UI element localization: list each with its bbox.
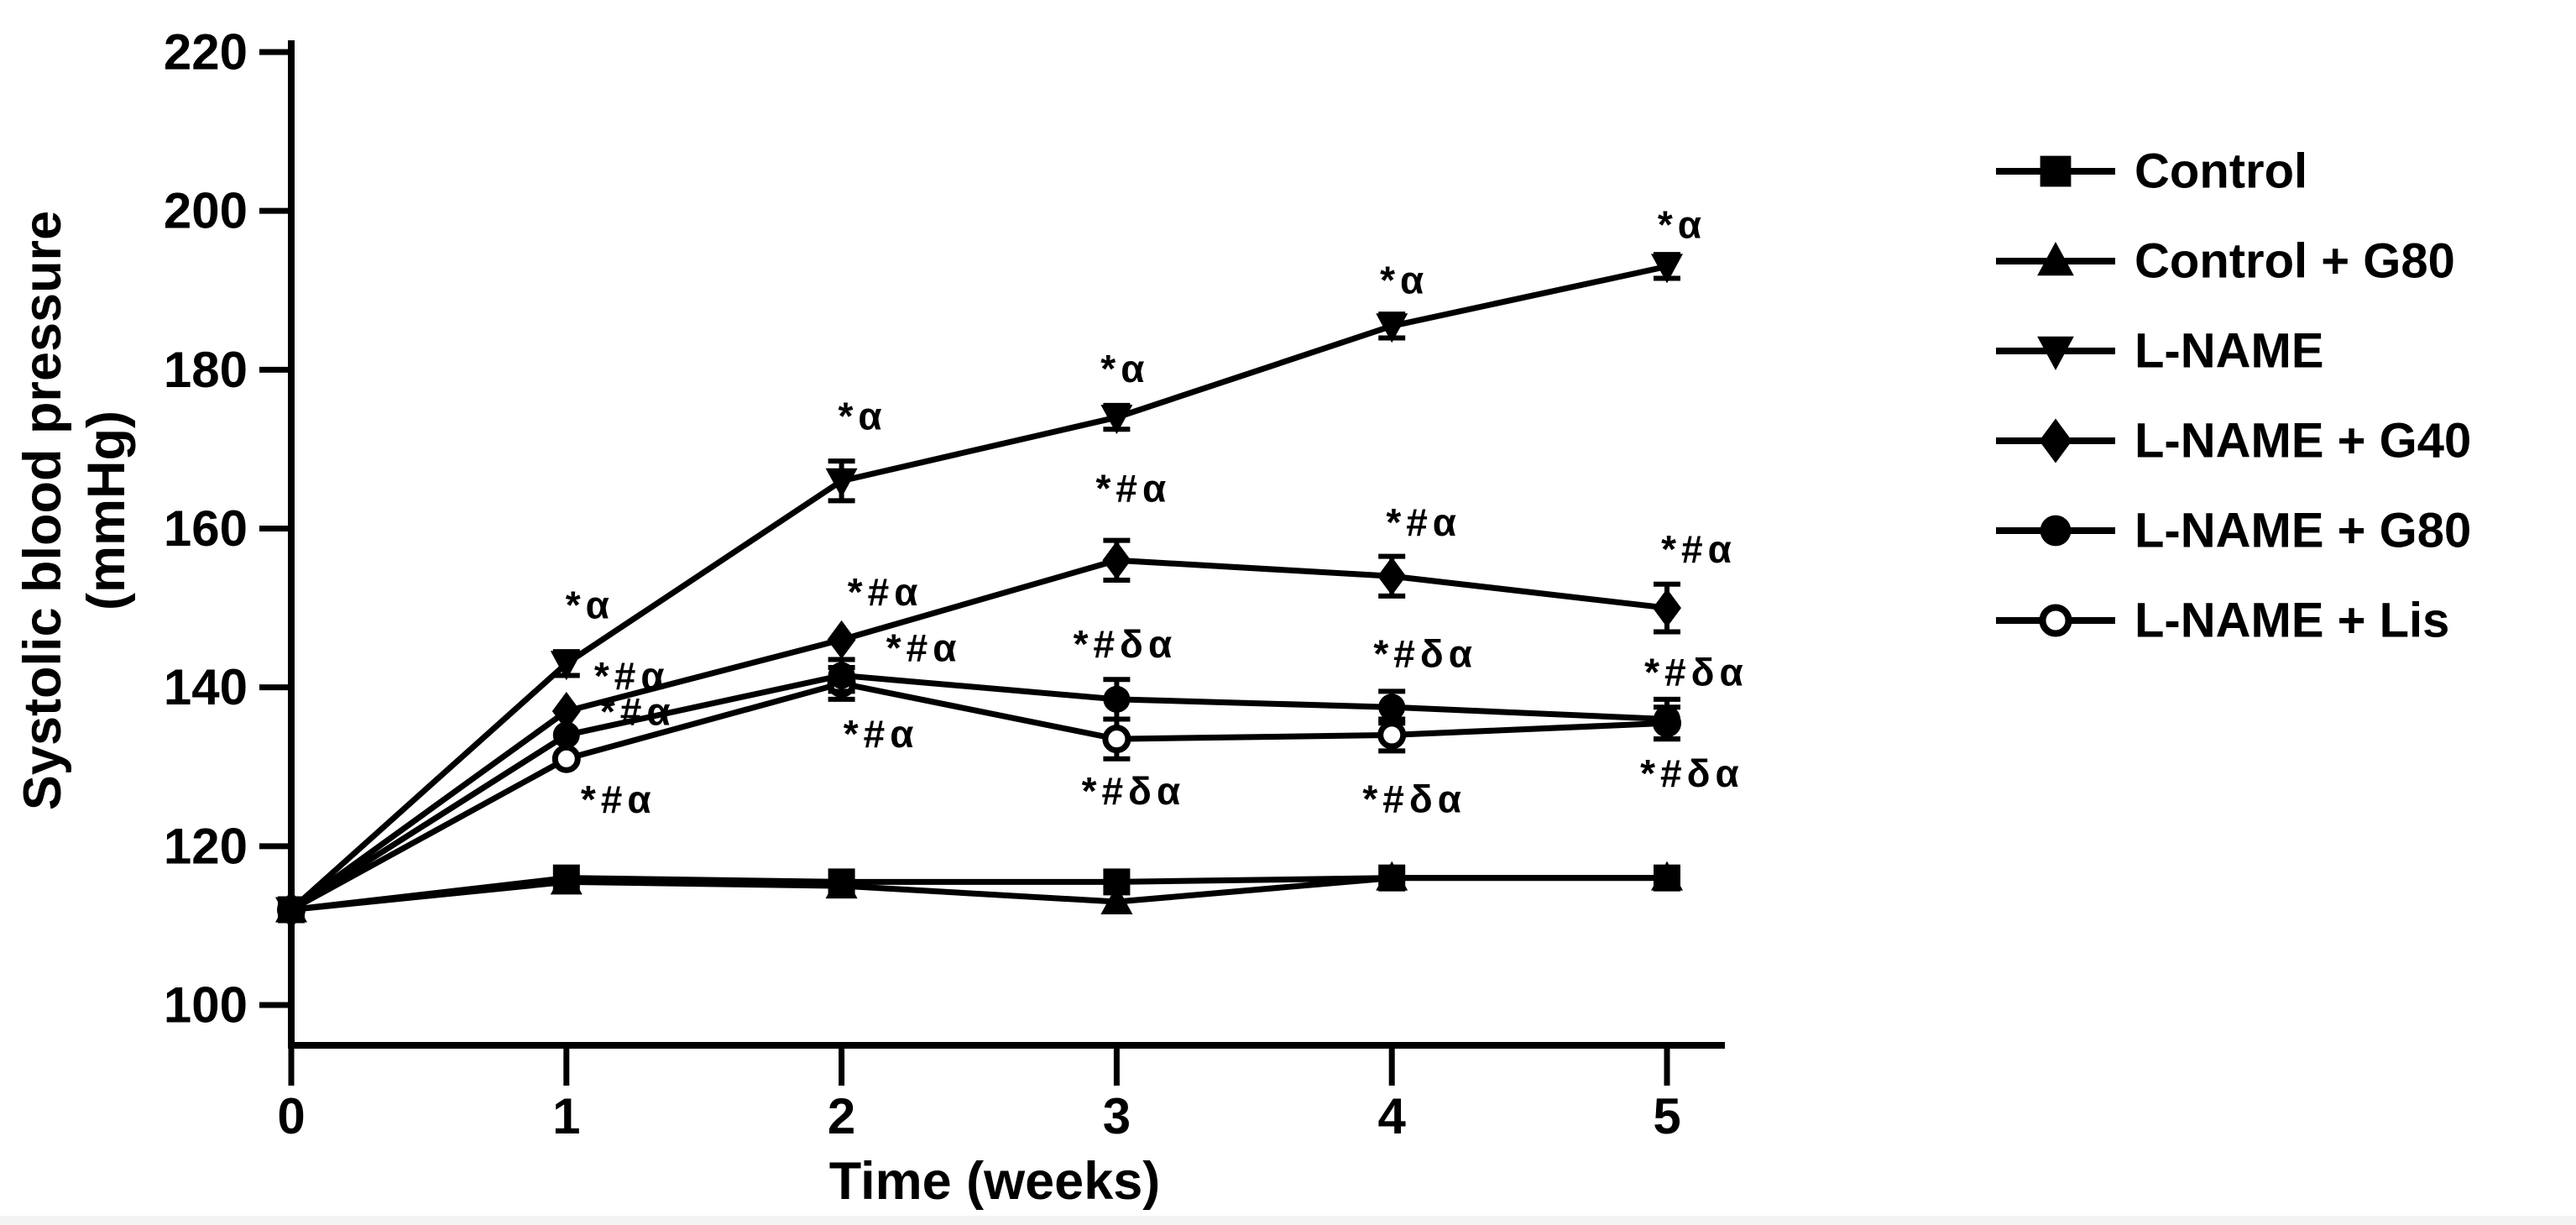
legend-marker-triangle-up: [2037, 242, 2074, 276]
series-line-l-name-g40: [289, 557, 1668, 913]
marker-square: [1378, 864, 1406, 892]
legend-item-label: Control: [2134, 144, 2307, 199]
significance-annotation: *#δα: [1373, 631, 1477, 675]
legend-marker-circle-open: [2039, 604, 2072, 637]
y-axis-title-line: (mmHg): [77, 411, 136, 610]
legend-item-label: L-NAME + G80: [2134, 504, 2471, 558]
marker-diamond: [551, 692, 581, 731]
legend-item-label: L-NAME: [2134, 324, 2324, 379]
marker-circle-open: [1102, 725, 1131, 754]
marker-triangle-down: [825, 468, 858, 498]
significance-annotation: *#α: [1661, 527, 1737, 571]
x-tick-label: 0: [277, 1088, 305, 1144]
significance-annotation: *α: [566, 583, 614, 626]
series-line-control: [290, 875, 1667, 913]
y-tick-label: 120: [164, 818, 248, 874]
significance-annotation: *α: [1380, 258, 1429, 301]
marker-square: [1103, 868, 1131, 896]
significance-annotation: *#α: [600, 689, 676, 733]
significance-annotation: *#α: [1096, 466, 1172, 510]
y-axis-title: Systolic blood pressure(mmHg): [13, 211, 136, 810]
marker-circle: [1378, 694, 1406, 721]
marker-circle: [552, 721, 580, 749]
marker-square: [1654, 864, 1680, 892]
significance-annotation: *#δα: [1362, 777, 1466, 820]
y-tick-label: 100: [164, 976, 248, 1033]
marker-circle: [1654, 705, 1680, 733]
marker-triangle-up: [1100, 885, 1133, 915]
x-axis-title: Time (weeks): [829, 1152, 1161, 1211]
legend-item-label: L-NAME + Lis: [2134, 594, 2449, 648]
x-tick-label: 4: [1378, 1088, 1407, 1144]
series-line-l-name-lis: [290, 680, 1668, 913]
series-line-l-name: [289, 263, 1668, 913]
significance-annotation: *#α: [594, 654, 670, 698]
marker-circle: [1103, 685, 1131, 713]
y-tick-label: 180: [164, 342, 248, 398]
marker-circle: [828, 662, 855, 689]
x-tick-label: 3: [1103, 1088, 1131, 1144]
y-axis-title-line: Systolic blood pressure: [13, 211, 72, 810]
legend-item-label: L-NAME + G40: [2134, 414, 2471, 469]
marker-circle-open: [1377, 720, 1407, 750]
significance-annotation: *α: [1658, 202, 1706, 246]
significance-annotation: *#δα: [1644, 650, 1748, 694]
x-tick-label: 5: [1653, 1088, 1680, 1144]
series-line-l-name-g80: [290, 672, 1668, 913]
marker-triangle-down: [1651, 254, 1683, 284]
marker-square: [552, 864, 580, 892]
significance-annotation: *#δα: [1640, 751, 1744, 795]
marker-circle-open: [551, 744, 581, 773]
marker-triangle-down: [550, 651, 583, 681]
marker-triangle-down: [1100, 405, 1133, 435]
significance-annotation: *#δα: [1074, 622, 1178, 666]
bottom-edge-strip: [0, 1216, 2576, 1225]
significance-annotation: *#α: [1386, 500, 1461, 544]
y-tick-label: 160: [164, 500, 248, 557]
significance-annotation: *#α: [848, 570, 923, 614]
significance-annotation: *α: [839, 395, 887, 438]
x-tick-label: 2: [828, 1088, 855, 1144]
marker-diamond: [1653, 589, 1681, 628]
marker-diamond: [827, 620, 856, 659]
y-tick-label: 220: [164, 24, 248, 81]
legend-item-label: Control + G80: [2134, 234, 2455, 289]
significance-annotation: *#α: [581, 777, 656, 821]
legend-marker-square: [2040, 155, 2072, 187]
marker-square: [278, 896, 305, 924]
marker-diamond: [1377, 557, 1407, 596]
legend-marker-triangle-down: [2037, 336, 2074, 370]
x-tick-label: 1: [552, 1088, 580, 1144]
legend-marker-circle: [2040, 515, 2072, 547]
significance-annotation: *#δα: [1082, 769, 1186, 813]
legend-marker-diamond: [2039, 418, 2072, 463]
significance-annotation: *α: [1100, 347, 1149, 390]
marker-square: [828, 868, 855, 896]
marker-diamond: [1102, 541, 1131, 580]
y-tick-label: 140: [164, 659, 248, 715]
marker-triangle-down: [1376, 313, 1408, 343]
significance-annotation: *#α: [844, 712, 919, 756]
y-tick-label: 200: [164, 183, 248, 239]
significance-annotation: *#α: [886, 626, 962, 669]
